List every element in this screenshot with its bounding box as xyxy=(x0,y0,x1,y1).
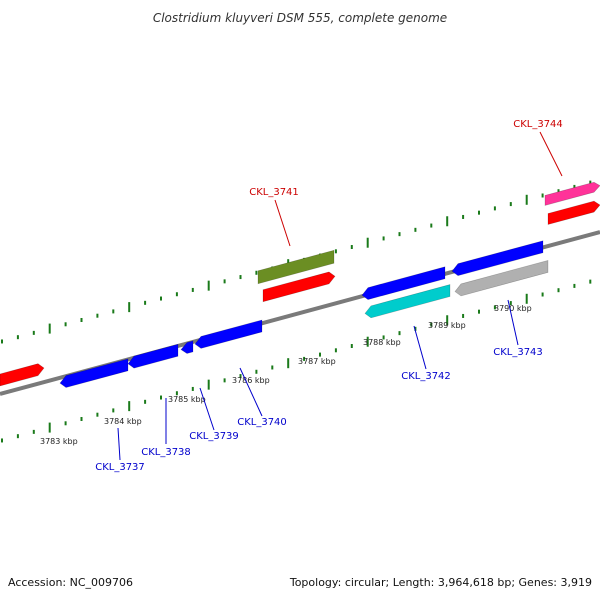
gene-label[interactable]: CKL_3741 xyxy=(249,187,299,198)
feature-trna-forward[interactable] xyxy=(544,181,600,206)
gene-label-layer: CKL_3741 CKL_3744 CKL_3737 CKL_3738 CKL_3739… xyxy=(95,119,563,473)
feature-cds-reverse[interactable] xyxy=(180,340,194,354)
feature-cds-forward[interactable] xyxy=(262,271,336,303)
feature-rrna-reverse[interactable] xyxy=(364,284,451,319)
feature-cds-reverse[interactable] xyxy=(127,343,179,369)
gene-label[interactable]: CKL_3742 xyxy=(401,371,451,382)
gene-label-leader xyxy=(274,199,291,247)
gene-label[interactable]: CKL_3739 xyxy=(189,431,239,442)
gene-label[interactable]: CKL_3737 xyxy=(95,462,145,473)
accession-text: Accession: NC_009706 xyxy=(8,576,133,589)
gene-label[interactable]: CKL_3744 xyxy=(513,119,563,130)
gene-label-leader xyxy=(507,299,519,346)
scale-layer: 3783 kbp 3784 kbp 3785 kbp 3786 kbp 3787 kbp… xyxy=(40,304,532,446)
feature-layer xyxy=(0,181,600,388)
scale-label: 3784 kbp xyxy=(104,417,142,426)
feature-cds-forward[interactable] xyxy=(0,363,45,387)
scale-label: 3786 kbp xyxy=(232,376,270,385)
gene-label-leader xyxy=(413,325,427,370)
gene-label[interactable]: CKL_3738 xyxy=(141,447,191,458)
gene-label-leader xyxy=(239,367,263,417)
map-title: Clostridium kluyveri DSM 555, complete g… xyxy=(153,11,447,25)
feature-pseudo-reverse[interactable] xyxy=(454,260,549,297)
scale-label: 3785 kbp xyxy=(168,395,206,404)
scale-label: 3790 kbp xyxy=(494,304,532,313)
gene-label-leader xyxy=(117,427,121,461)
feature-gene-forward[interactable] xyxy=(257,249,335,285)
genome-summary-text: Topology: circular; Length: 3,964,618 bp… xyxy=(289,576,592,589)
feature-cds-reverse[interactable] xyxy=(194,319,263,349)
feature-cds-reverse[interactable] xyxy=(451,240,544,276)
gene-label-leader xyxy=(199,387,215,431)
gene-label-leader xyxy=(539,131,563,177)
feature-cds-forward[interactable] xyxy=(547,200,600,225)
inner-tick-ring xyxy=(1,279,592,443)
scale-label: 3783 kbp xyxy=(40,437,78,446)
scale-label: 3787 kbp xyxy=(298,357,336,366)
scale-label: 3789 kbp xyxy=(428,321,466,330)
scale-label: 3788 kbp xyxy=(363,338,401,347)
gene-label[interactable]: CKL_3743 xyxy=(493,347,543,358)
feature-cds-reverse[interactable] xyxy=(361,266,446,300)
gene-label[interactable]: CKL_3740 xyxy=(237,417,287,428)
feature-cds-reverse[interactable] xyxy=(59,358,129,388)
